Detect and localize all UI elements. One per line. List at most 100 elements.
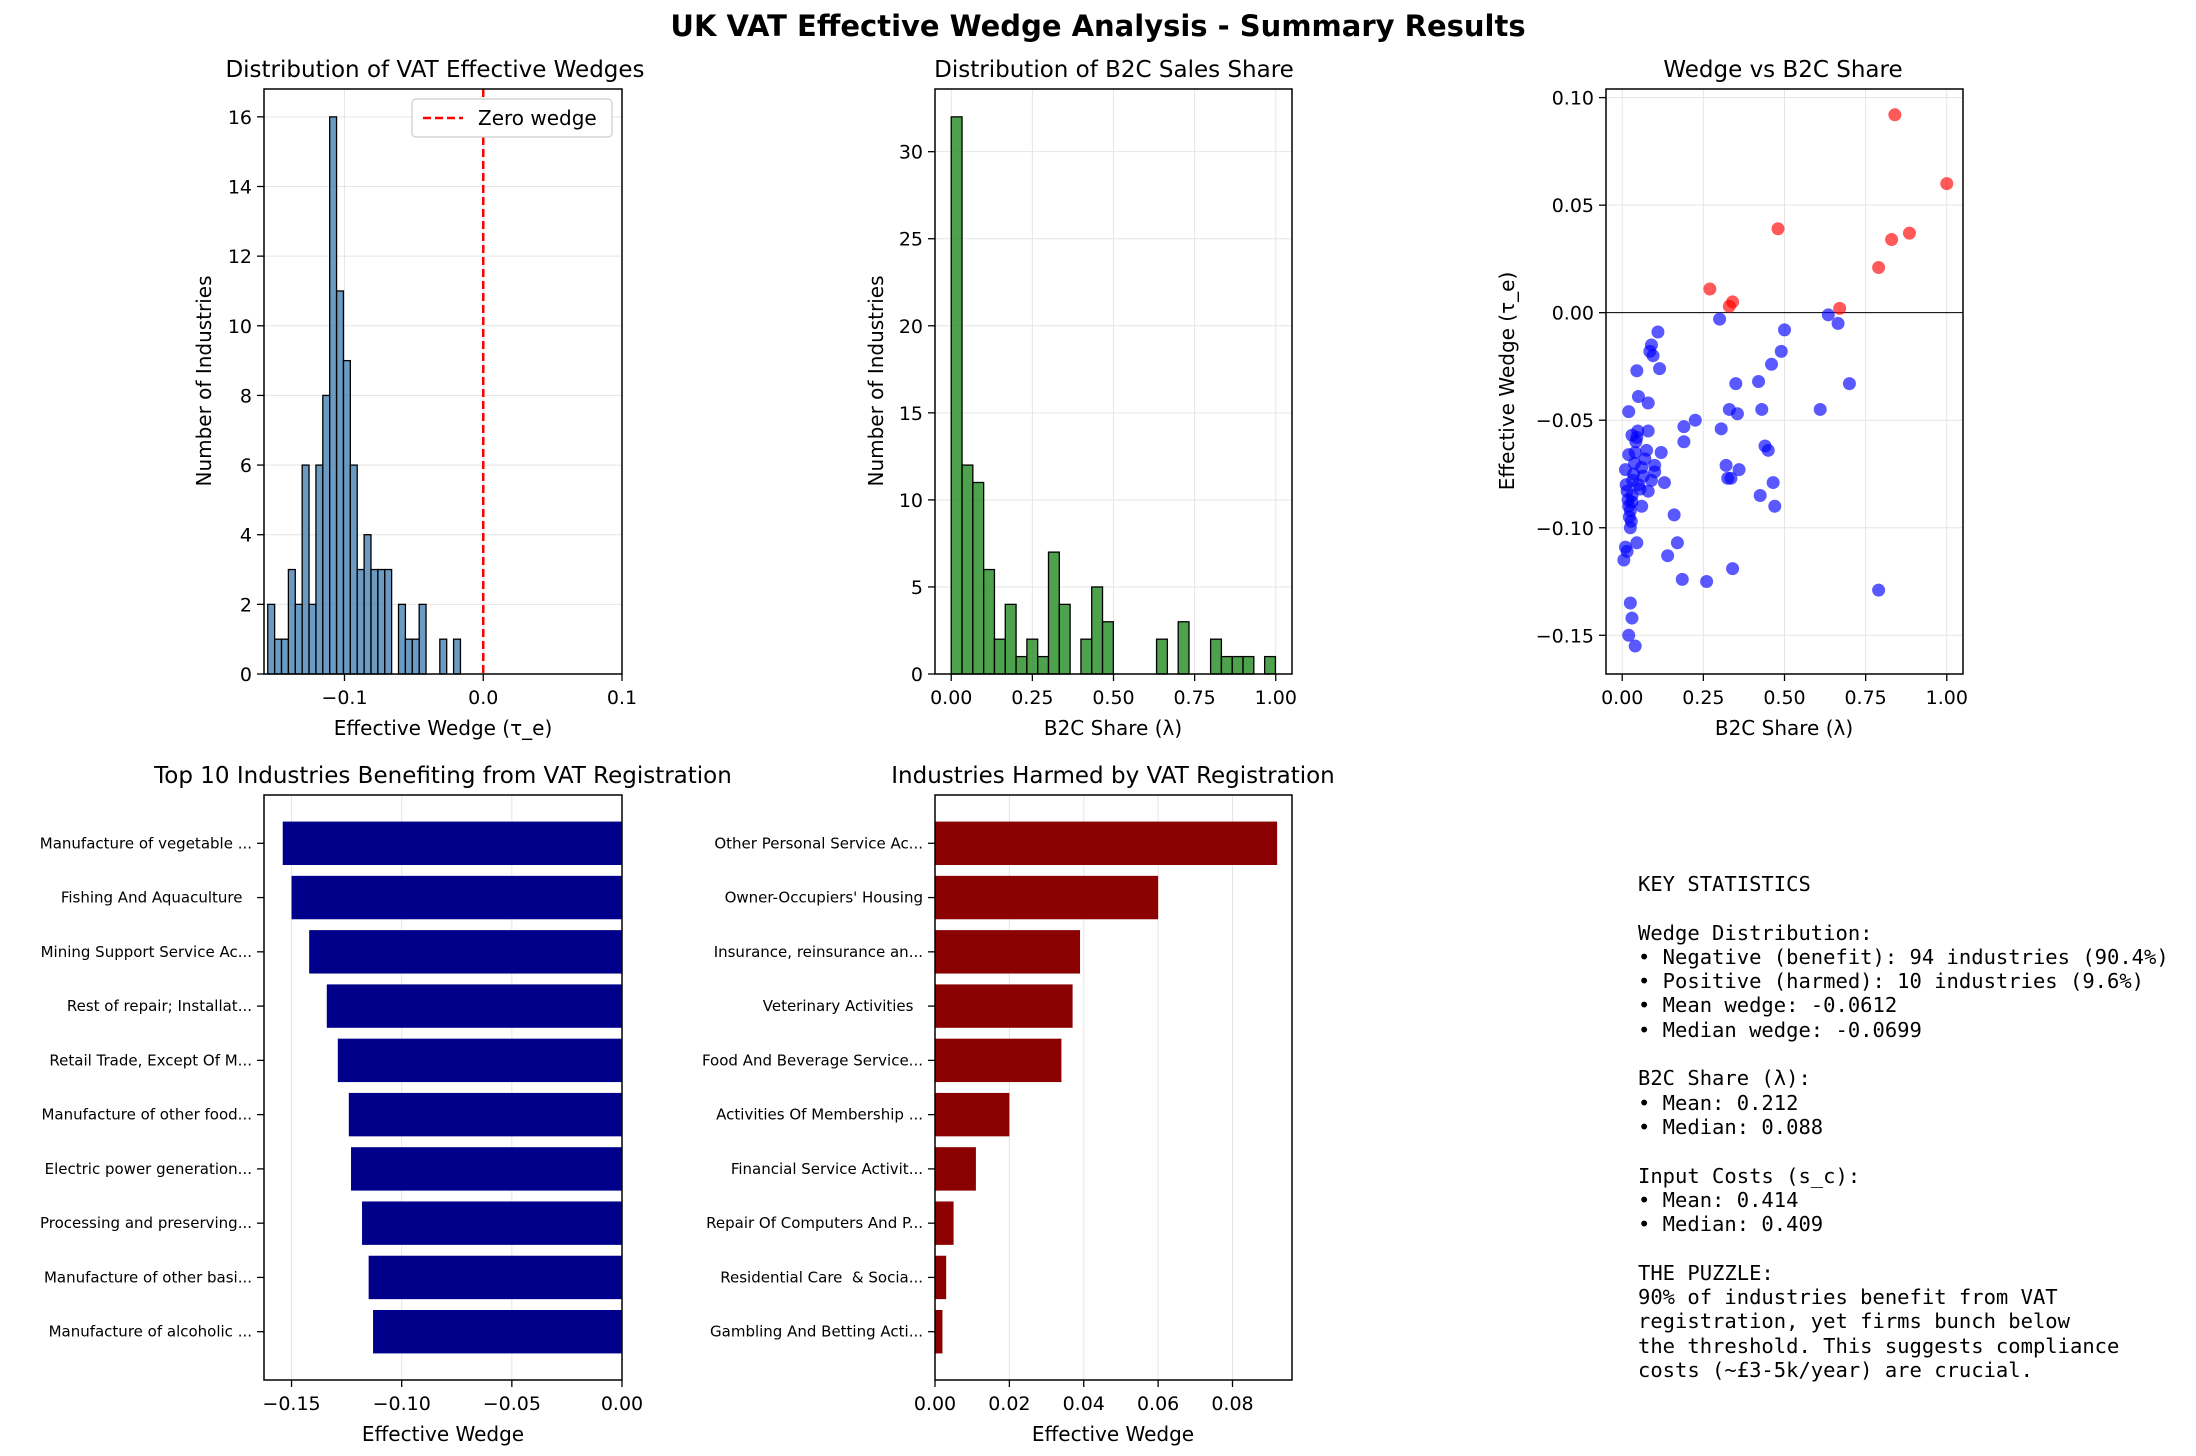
scatter-ytick-label: 0.00	[1552, 303, 1594, 325]
scatter-point-benefit	[1631, 390, 1645, 404]
wedge-histogram-xtick-label: 0.1	[607, 687, 637, 709]
scatter-point-benefit	[1635, 499, 1649, 513]
scatter-point-harmed	[1885, 233, 1899, 247]
wedge-histogram-bar	[439, 638, 448, 675]
scatter-point-benefit	[1654, 445, 1668, 459]
scatter-point-benefit	[1821, 308, 1835, 322]
scatter-point-benefit	[1644, 473, 1658, 487]
wedge-histogram-bar	[397, 603, 407, 675]
legend-box	[411, 98, 613, 138]
wedge-histogram-bar	[411, 638, 420, 675]
scatter-point-benefit	[1761, 443, 1775, 457]
harmed-bar	[935, 1201, 954, 1245]
scatter-title: Wedge vs B2C Share	[1663, 57, 1902, 83]
wedge-histogram-bar	[377, 568, 386, 675]
b2c-histogram-bar	[1091, 586, 1104, 675]
wedge-histogram-ytick-label: 10	[228, 316, 252, 338]
b2c-histogram-bar	[1209, 638, 1223, 675]
scatter-point-benefit	[1677, 435, 1691, 449]
scatter-point-harmed	[1833, 301, 1847, 315]
wedge-histogram-bar	[329, 116, 338, 675]
top-benefiting-xtick-label: 0.00	[601, 1393, 643, 1415]
b2c-histogram-bar	[1101, 621, 1114, 675]
scatter-ytick-label: −0.15	[1536, 625, 1594, 647]
scatter-point-benefit	[1765, 357, 1779, 371]
figure-title: UK VAT Effective Wedge Analysis - Summar…	[670, 9, 1525, 43]
scatter-ytick-label: 0.05	[1552, 195, 1594, 217]
harmed-bar	[935, 1092, 1010, 1137]
scatter-point-benefit	[1641, 424, 1655, 438]
b2c-histogram-ytick-label: 15	[899, 403, 923, 425]
scatter-point-benefit	[1625, 428, 1639, 442]
wedge-histogram-bar	[280, 638, 290, 675]
scatter-ylabel: Effective Wedge (τ_e)	[1495, 272, 1519, 491]
wedge-histogram-bar	[363, 534, 372, 675]
scatter-point-harmed	[1703, 282, 1717, 296]
harmed-category-label: Repair Of Computers And P...	[706, 1214, 923, 1232]
scatter-point-benefit	[1774, 344, 1788, 358]
b2c-histogram-bar	[1058, 603, 1071, 675]
scatter-point-benefit	[1813, 402, 1827, 416]
wedge-histogram-ytick-label: 12	[228, 246, 252, 268]
harmed-xtick-label: 0.04	[1063, 1393, 1105, 1415]
scatter-point-benefit	[1630, 536, 1644, 550]
harmed-category-label: Owner-Occupiers' Housing	[725, 889, 923, 907]
scatter-point-benefit	[1842, 377, 1856, 391]
scatter-point-benefit	[1622, 628, 1636, 642]
harmed-bar	[935, 1309, 943, 1354]
scatter-point-benefit	[1646, 349, 1660, 363]
harmed-category-label: Veterinary Activities	[763, 997, 923, 1015]
wedge-histogram-bar	[315, 464, 324, 675]
top-benefiting-category-label: Manufacture of vegetable ...	[40, 834, 252, 852]
b2c-histogram-bar	[1177, 621, 1190, 675]
scatter-xtick-label: 1.00	[1926, 687, 1968, 709]
scatter-point-benefit	[1730, 407, 1744, 421]
harmed-panel: Industries Harmed by VAT Registration 0.…	[702, 763, 1335, 1446]
top-benefiting-category-label: Retail Trade, Except Of M...	[49, 1051, 252, 1069]
wedge-histogram-bar	[273, 638, 283, 675]
top-benefiting-title: Top 10 Industries Benefiting from VAT Re…	[153, 763, 732, 789]
top-benefiting-category-label: Manufacture of other food...	[41, 1106, 252, 1124]
scatter-point-benefit	[1872, 583, 1886, 597]
scatter-point-benefit	[1700, 575, 1714, 589]
wedge-histogram-legend: Zero wedge	[411, 98, 613, 138]
wedge-histogram-panel: Distribution of VAT Effective Wedges −0.…	[192, 57, 645, 740]
b2c-histogram-bar	[1263, 655, 1277, 675]
harmed-category-label: Food And Beverage Service...	[702, 1051, 923, 1069]
scatter-point-harmed	[1726, 295, 1740, 309]
scatter-point-benefit	[1752, 375, 1766, 388]
top-benefiting-bar	[351, 1147, 622, 1191]
harmed-category-label: Gambling And Betting Acti...	[710, 1323, 923, 1341]
harmed-category-label: Financial Service Activit...	[731, 1160, 923, 1178]
scatter-point-benefit	[1726, 562, 1740, 576]
scatter-point-benefit	[1657, 476, 1671, 490]
b2c-histogram-bar	[1026, 638, 1039, 675]
b2c-histogram-bar	[1015, 655, 1028, 675]
wedge-histogram-ytick-label: 0	[240, 664, 252, 686]
scatter-point-benefit	[1622, 405, 1636, 419]
scatter-point-benefit	[1653, 362, 1667, 376]
b2c-histogram-ytick-label: 0	[911, 664, 923, 686]
top-benefiting-bar	[368, 1255, 622, 1300]
top-benefiting-bar	[282, 821, 622, 866]
scatter-point-harmed	[1940, 177, 1954, 191]
scatter-xtick-label: 0.25	[1682, 687, 1724, 709]
scatter-point-benefit	[1732, 463, 1746, 477]
wedge-histogram-bar	[322, 394, 331, 675]
top-benefiting-xlabel: Effective Wedge	[362, 1422, 524, 1446]
b2c-histogram-xtick-label: 1.00	[1255, 687, 1297, 709]
scatter-point-benefit	[1640, 443, 1654, 457]
scatter-xlabel: B2C Share (λ)	[1715, 716, 1853, 740]
b2c-histogram-ytick-label: 25	[899, 229, 923, 251]
top-benefiting-bar	[362, 1201, 622, 1245]
wedge-histogram-xlabel: Effective Wedge (τ_e)	[334, 716, 553, 740]
scatter-point-benefit	[1724, 471, 1738, 485]
scatter-point-benefit	[1667, 508, 1681, 522]
b2c-histogram-bar	[1047, 551, 1060, 675]
top-benefiting-frame	[263, 794, 623, 1381]
b2c-histogram-xlabel: B2C Share (λ)	[1044, 716, 1182, 740]
harmed-frame	[934, 794, 1293, 1381]
wedge-histogram-bar	[370, 568, 379, 675]
scatter-point-benefit	[1622, 448, 1636, 462]
top-benefiting-category-label: Processing and preserving...	[40, 1214, 252, 1232]
